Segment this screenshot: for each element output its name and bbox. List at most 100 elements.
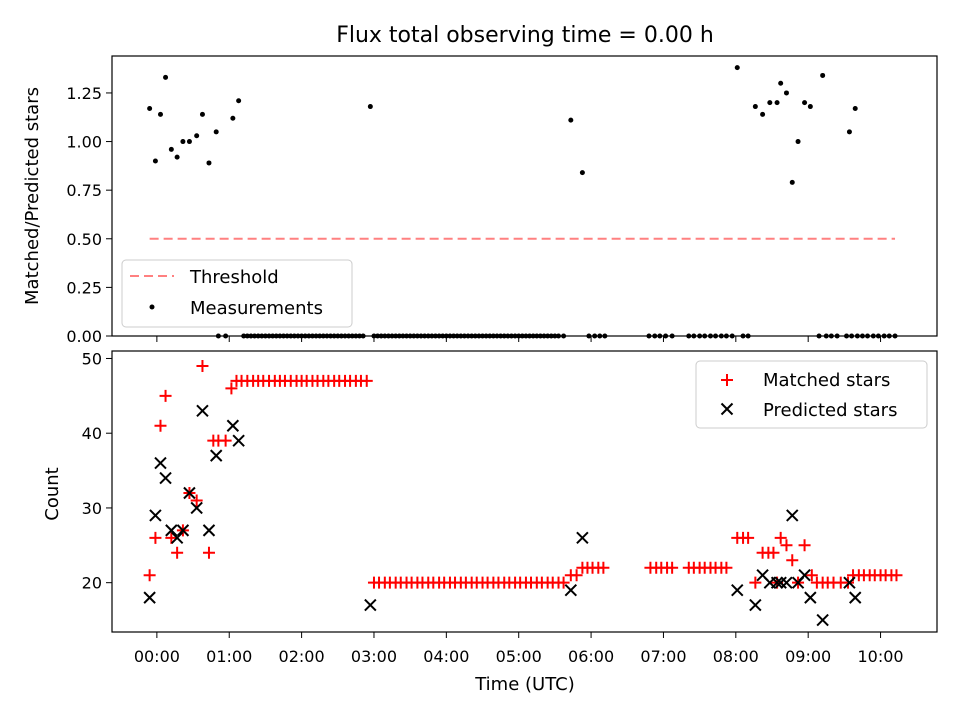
predicted-star-marker — [564, 583, 578, 597]
y-tick-label: 50 — [82, 349, 102, 368]
legend-label-measurements: Measurements — [190, 298, 323, 319]
measurement-point — [186, 139, 192, 145]
predicted-star-marker — [576, 531, 589, 545]
top-y-ticks: 0.00 0.25 0.50 0.75 1.00 1.25 — [66, 84, 112, 346]
matched-star-marker — [360, 374, 373, 387]
bottom-y-ticks: 20 30 40 50 — [82, 349, 112, 593]
predicted-star-marker — [786, 509, 799, 522]
predicted-star-marker — [226, 419, 240, 432]
matched-star-marker — [767, 546, 780, 559]
matched-star-marker — [720, 561, 733, 574]
y-tick-label: 40 — [82, 424, 102, 443]
y-tick-label: 0.50 — [66, 230, 102, 249]
predicted-star-marker — [798, 568, 811, 582]
matched-legend-marker — [721, 374, 733, 386]
predicted-star-marker — [154, 456, 167, 470]
measurement-point — [795, 139, 801, 145]
matched-star-marker — [666, 561, 679, 574]
bottom-x-ticks: 00:00 01:00 02:00 03:00 04:00 05:00 06:00 07:00… — [134, 632, 904, 666]
measurement-point — [174, 154, 180, 160]
predicted-star-marker — [731, 583, 744, 597]
bottom-plot-frame — [111, 350, 938, 633]
measurement-point — [194, 133, 200, 139]
measurement-point — [846, 129, 852, 135]
predicted-star-marker — [780, 576, 793, 589]
predicted-star-marker — [196, 404, 209, 417]
measurement-point — [852, 106, 858, 111]
top-x-ticks — [156, 336, 882, 342]
y-tick-label: 0.75 — [66, 181, 102, 200]
matched-star-marker — [798, 539, 811, 552]
measurement-point — [199, 111, 205, 117]
x-tick-label: 01:00 — [206, 647, 252, 666]
matched-star-marker — [196, 359, 209, 372]
matched-star-marker — [557, 576, 570, 589]
predicted-star-marker — [170, 531, 184, 545]
matched-stars-markers — [143, 359, 903, 589]
measurement-points — [147, 65, 858, 185]
measurement-point — [802, 100, 808, 106]
matched-star-marker — [774, 531, 787, 544]
top-panel: 0.00 0.25 0.50 0.75 1.00 1.25 Matched/Predict… — [22, 55, 938, 346]
measurement-point — [760, 111, 766, 117]
predicted-star-marker — [774, 576, 787, 589]
matched-star-marker — [202, 546, 215, 559]
predicted-star-marker — [176, 524, 190, 537]
y-tick-label: 20 — [82, 574, 102, 593]
matched-star-marker — [570, 569, 583, 582]
legend-label-predicted: Predicted stars — [763, 400, 897, 421]
measurement-point — [767, 100, 773, 106]
measurement-point — [774, 100, 780, 106]
measurement-point — [752, 104, 758, 110]
matched-star-marker — [171, 546, 184, 559]
x-tick-label: 08:00 — [713, 647, 759, 666]
measurement-point — [820, 72, 826, 78]
matched-star-marker — [225, 382, 238, 395]
predicted-stars-swatch — [720, 402, 734, 416]
y-tick-label: 0.00 — [66, 327, 102, 346]
measurement-point — [789, 179, 795, 185]
x-tick-label: 00:00 — [134, 647, 180, 666]
matched-star-marker — [149, 531, 162, 544]
y-tick-label: 1.00 — [66, 133, 102, 152]
chart-title: Flux total observing time = 0.00 h — [336, 23, 714, 48]
x-tick-label: 06:00 — [568, 647, 614, 666]
bottom-legend: Matched stars Predicted stars — [695, 360, 928, 429]
measurement-point — [157, 111, 163, 117]
matched-star-marker — [219, 434, 232, 447]
matched-stars-swatch — [721, 374, 733, 386]
measurement-point — [230, 115, 236, 121]
matched-star-marker — [805, 569, 818, 582]
measurement-point — [163, 74, 169, 80]
measurement-point — [152, 158, 158, 164]
measurement-point — [213, 129, 219, 135]
x-tick-label: 10:00 — [857, 647, 903, 666]
x-axis-label: Time (UTC) — [474, 674, 575, 695]
x-tick-label: 02:00 — [279, 647, 325, 666]
top-y-axis-label: Matched/Predicted stars — [22, 87, 43, 305]
measurement-point — [168, 146, 174, 152]
matched-star-marker — [749, 576, 762, 589]
predicted-star-marker — [202, 524, 216, 537]
matched-star-marker — [143, 569, 156, 582]
top-legend-box — [121, 259, 353, 328]
x-tick-label: 05:00 — [496, 647, 542, 666]
x-tick-label: 04:00 — [423, 647, 469, 666]
measurement-point — [783, 90, 789, 96]
predicted-star-marker — [210, 449, 223, 462]
matched-star-marker — [190, 494, 203, 507]
measurements-swatch — [149, 304, 155, 310]
matched-star-marker — [159, 389, 172, 402]
y-tick-label: 30 — [82, 499, 102, 518]
x-tick-label: 07:00 — [640, 647, 686, 666]
top-plot-frame — [111, 55, 938, 337]
predicted-star-marker — [183, 486, 196, 500]
predicted-star-marker — [232, 434, 245, 447]
matched-star-marker — [597, 561, 610, 574]
measurement-point — [579, 170, 585, 176]
predicted-star-marker — [849, 591, 862, 604]
measurement-point — [147, 106, 153, 111]
measurement-point — [236, 98, 242, 104]
